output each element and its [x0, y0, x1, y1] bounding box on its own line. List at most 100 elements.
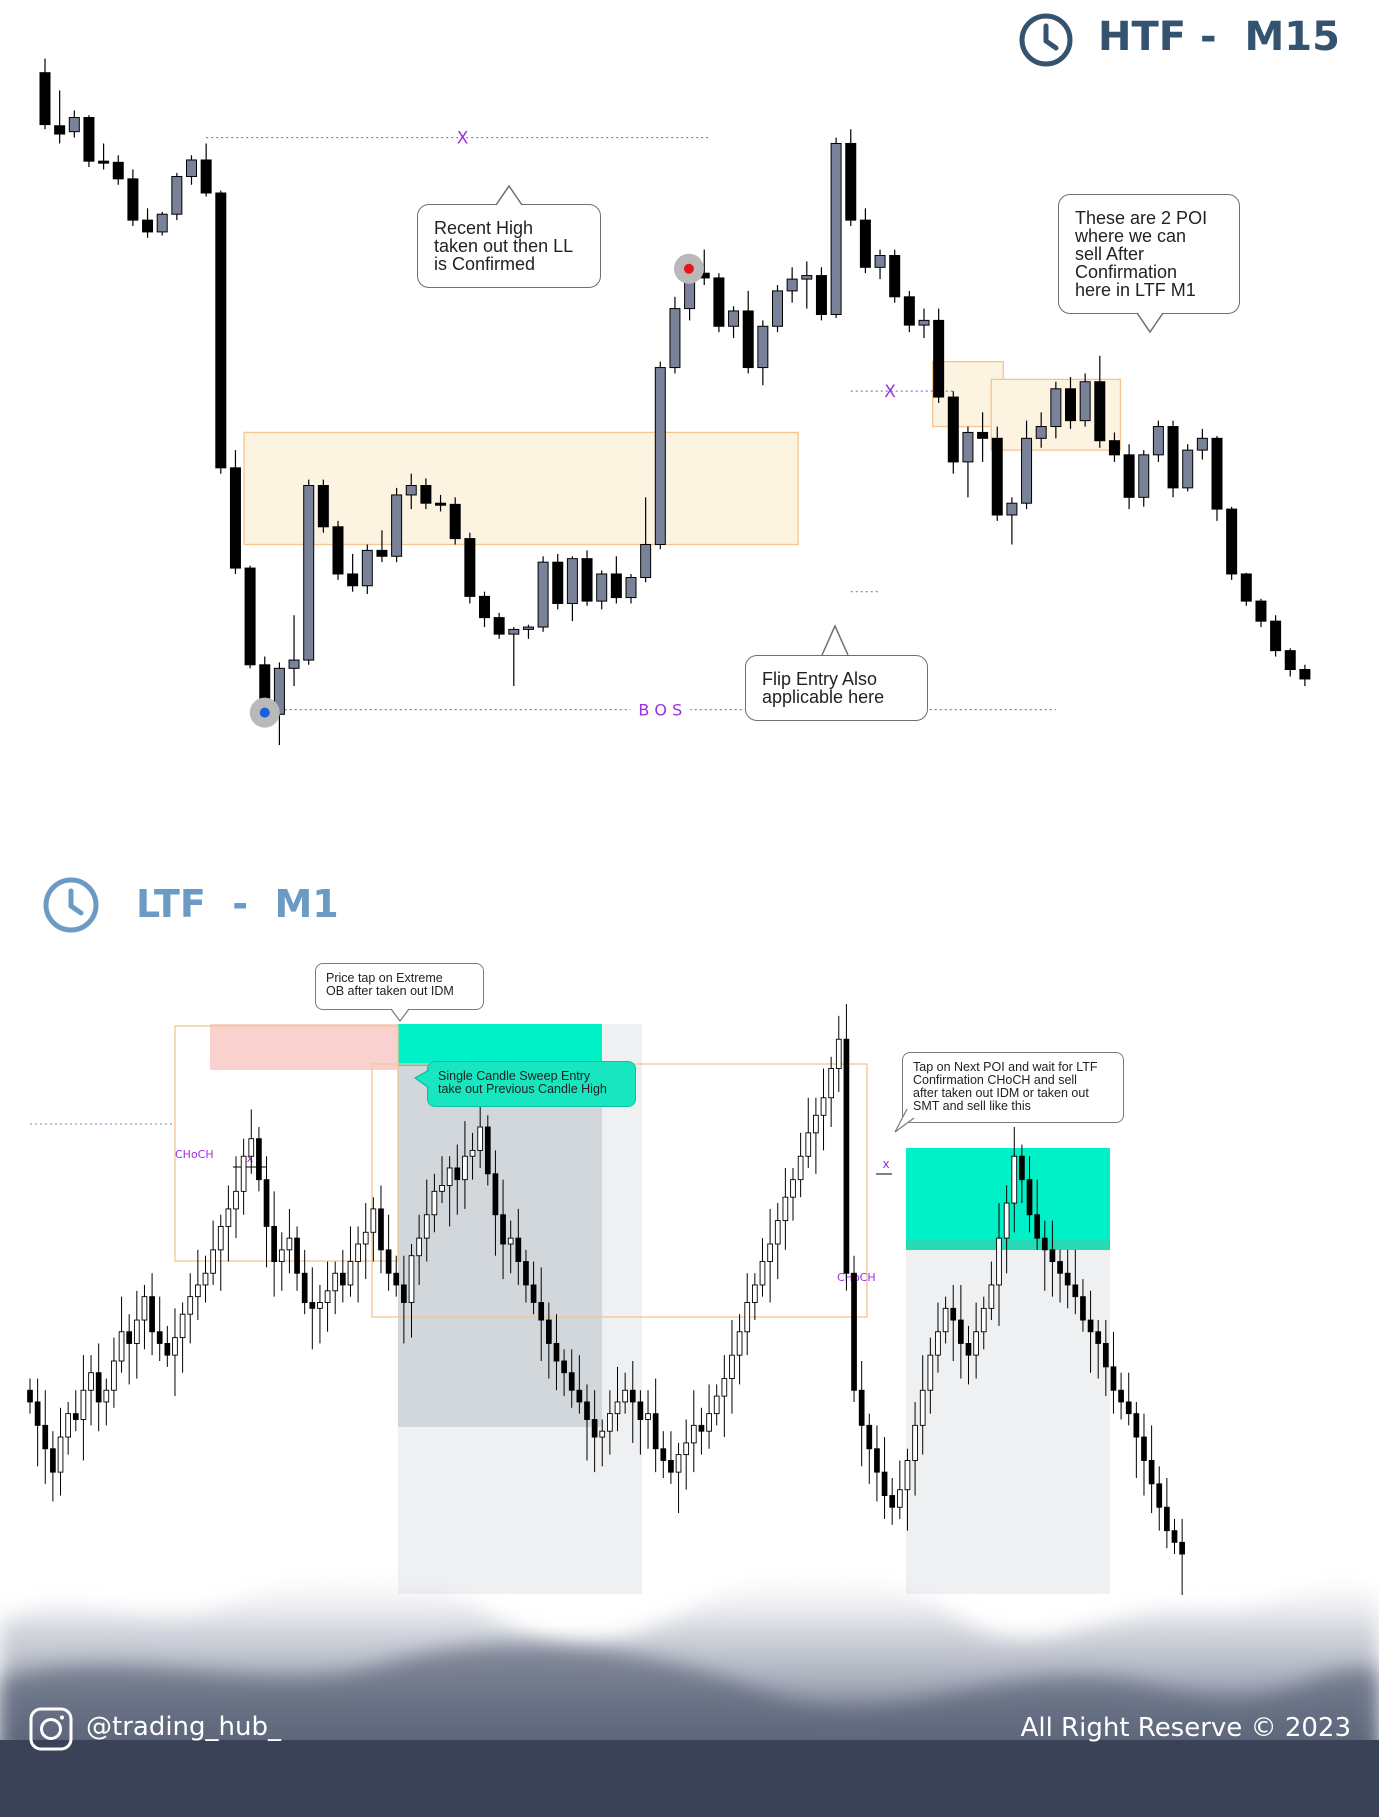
ltf-candle: [492, 1150, 499, 1256]
ltf-candle: [515, 1208, 522, 1285]
ltf-candle: [1034, 1179, 1041, 1250]
ltf-candle: [858, 1361, 865, 1467]
ltf-candle: [72, 1390, 79, 1432]
bull-candle-body: [782, 1196, 789, 1222]
bear-candle-body: [903, 296, 915, 326]
bull-candle-body: [522, 626, 534, 630]
bull-candle-body: [355, 1243, 361, 1262]
htf-candle: [757, 320, 769, 386]
bull-candle-body: [133, 1319, 140, 1344]
entry-line-zone: [906, 1240, 1110, 1250]
htf-candle: [229, 450, 241, 574]
poi-note-callout: These are 2 POI where we can sell After …: [1058, 194, 1240, 314]
ltf-candle: [95, 1343, 102, 1432]
ltf-candle: [1026, 1156, 1033, 1233]
bull-candle-body: [1152, 426, 1164, 456]
bear-candle-body: [1299, 669, 1311, 680]
ltf-candle: [996, 1203, 1002, 1326]
ltf-candle: [896, 1460, 903, 1519]
bear-candle-body: [500, 1214, 506, 1245]
bear-candle-body: [98, 160, 110, 164]
ltf-candle: [866, 1413, 873, 1484]
ltf-candle: [927, 1337, 934, 1414]
ltf-candle: [187, 1273, 194, 1344]
next-poi-callout: Tap on Next POI and wait for LTF Confirm…: [902, 1052, 1124, 1123]
htf-candle: [977, 412, 989, 462]
bull-candle-body: [625, 577, 637, 599]
htf-candle: [1196, 428, 1208, 460]
instagram-handle[interactable]: @trading_hub_: [28, 1706, 348, 1756]
bear-candle-body: [1065, 388, 1076, 422]
bear-candle-body: [1080, 1296, 1086, 1321]
htf-candle: [801, 261, 813, 309]
clock-icon: [1019, 13, 1073, 67]
htf-candle: [1284, 648, 1296, 677]
bull-candle-body: [654, 367, 666, 545]
htf-candle: [361, 544, 373, 595]
htf-candle: [830, 137, 842, 319]
bear-candle-body: [42, 1424, 49, 1450]
ltf-candle: [65, 1401, 72, 1455]
ltf-candle: [454, 1144, 461, 1215]
ltf-candle: [904, 1448, 911, 1531]
htf-candle: [522, 624, 534, 639]
ltf-candle: [942, 1296, 949, 1344]
bull-candle-body: [179, 1313, 186, 1339]
bull-candle-body: [927, 1354, 934, 1391]
bear-candle-body: [553, 1342, 560, 1362]
ltf-candle: [27, 1378, 33, 1414]
ltf-candle: [835, 1015, 842, 1092]
bull-candle-body: [1079, 381, 1091, 422]
callout-pointer: [414, 1069, 430, 1089]
choch-label: CHoCH: [175, 1148, 214, 1161]
bear-candle-body: [309, 1302, 316, 1309]
ltf-candle: [545, 1302, 552, 1379]
htf-candle: [1035, 412, 1047, 448]
bear-candle-body: [1270, 620, 1282, 652]
htf-candle: [728, 306, 740, 339]
ltf-candle: [240, 1138, 247, 1215]
ltf-candle: [637, 1390, 644, 1455]
htf-candle: [1240, 572, 1252, 606]
bull-candle-body: [918, 319, 930, 326]
bull-candle-body: [57, 1436, 64, 1473]
callout-pointer: [1136, 312, 1164, 334]
bull-candle-body: [820, 1097, 827, 1116]
bull-candle-body: [973, 1331, 979, 1356]
bull-candle-body: [195, 1284, 201, 1298]
ltf-candle: [317, 1284, 323, 1344]
bear-candle-body: [27, 1389, 33, 1403]
ltf-candle: [416, 1214, 422, 1285]
bull-candle-body: [65, 1413, 72, 1438]
bear-candle-body: [1171, 1530, 1178, 1543]
handle-text: @trading_hub_: [86, 1712, 281, 1742]
ltf-candle: [706, 1384, 712, 1449]
ltf-candle: [874, 1425, 880, 1502]
ltf-candle: [729, 1320, 735, 1414]
bear-candle-body: [1164, 1506, 1170, 1532]
bull-candle-body: [347, 1261, 354, 1286]
ltf-candle: [820, 1068, 827, 1151]
bull-candle-body: [706, 1413, 712, 1432]
bull-candle-body: [202, 1272, 209, 1286]
ltf-candle: [683, 1419, 690, 1490]
ltf-candle: [561, 1349, 567, 1397]
swing-high-dot: [683, 263, 694, 274]
bear-candle-body: [200, 159, 212, 194]
bear-candle-body: [889, 1495, 896, 1508]
ltf-candle: [1049, 1220, 1056, 1297]
bull-candle-body: [278, 1249, 285, 1262]
ltf-candle: [1041, 1220, 1048, 1291]
bull-candle-body: [828, 1068, 835, 1099]
bull-candle-body: [919, 1389, 926, 1426]
bull-candle-body: [896, 1489, 903, 1508]
htf-candle: [303, 479, 315, 665]
ltf-candle: [88, 1355, 94, 1426]
bull-candle-body: [172, 1337, 178, 1356]
ltf-candle: [385, 1214, 392, 1291]
ltf-candle: [324, 1261, 331, 1332]
ltf-candle: [912, 1401, 918, 1496]
ltf-candle: [713, 1384, 720, 1426]
ltf-candle: [980, 1296, 987, 1350]
